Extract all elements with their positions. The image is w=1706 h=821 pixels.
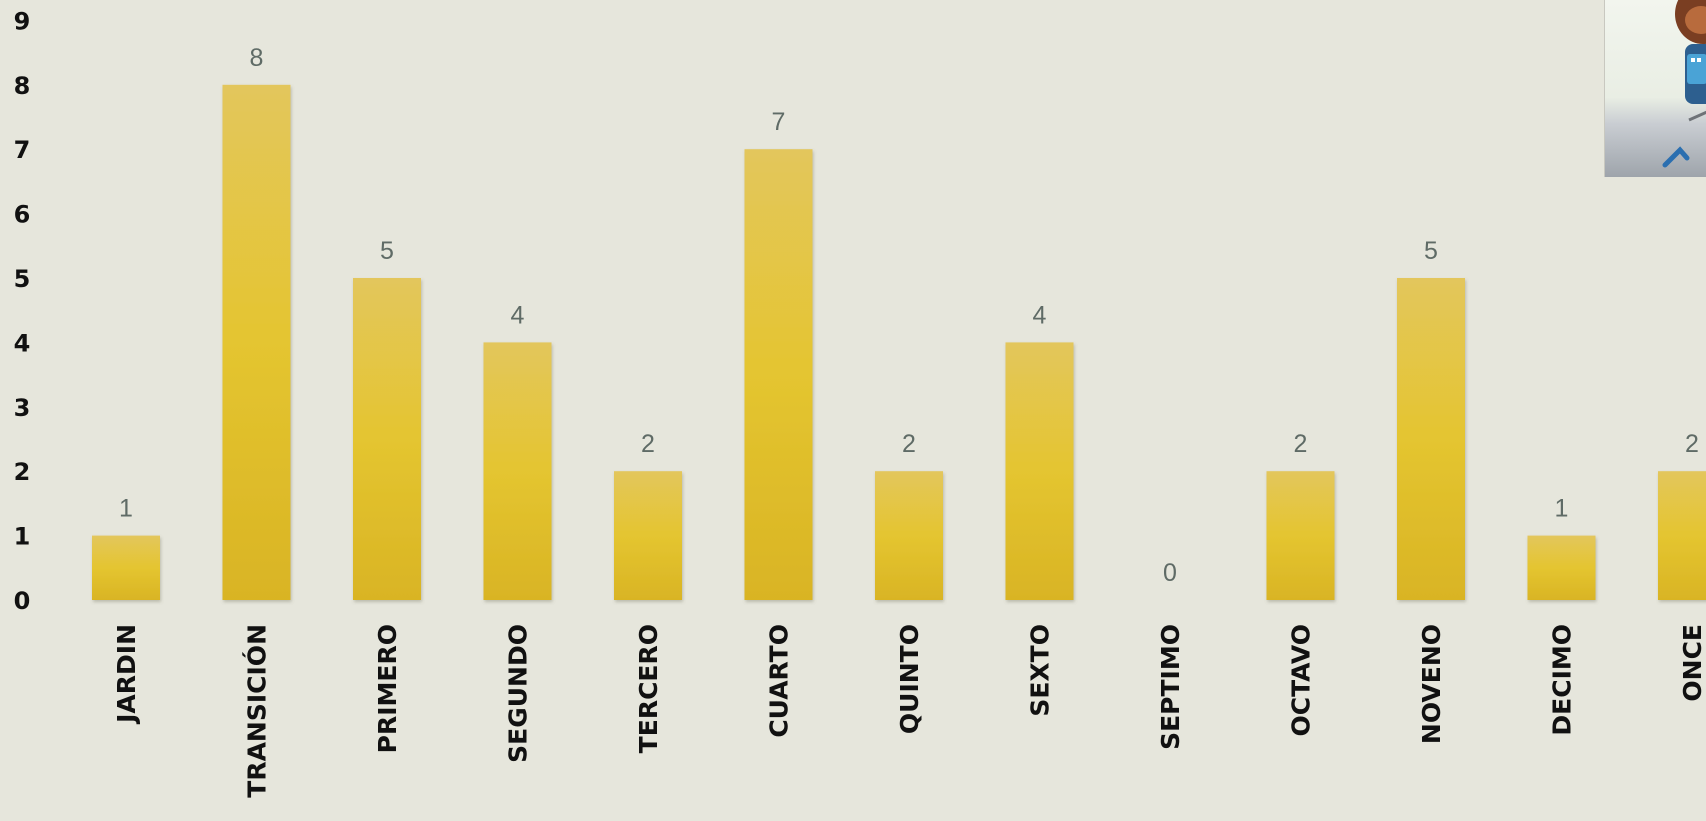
x-axis: JARDIN TRANSICIÓN PRIMERO SEGUNDO TERCERO CUA…	[112, 624, 1706, 798]
x-tick-label: SEGUNDO	[504, 624, 533, 763]
y-tick-label: 7	[14, 136, 31, 164]
y-tick-label: 8	[14, 72, 31, 100]
bar-cuarto	[744, 149, 813, 600]
bar-tercero	[614, 471, 682, 600]
bars	[92, 84, 1706, 601]
data-label: 7	[772, 108, 786, 136]
x-tick-label: TRANSICIÓN	[242, 624, 272, 798]
person-photo	[1604, 0, 1706, 177]
y-tick-label: 9	[14, 7, 31, 35]
bar-transición	[222, 84, 291, 601]
y-tick-label: 1	[14, 523, 31, 551]
x-tick-label: JARDIN	[112, 624, 141, 725]
y-tick-label: 0	[14, 587, 31, 615]
y-tick-label: 6	[14, 201, 31, 229]
data-label: 2	[1685, 430, 1699, 458]
x-tick-label: SEXTO	[1026, 624, 1055, 717]
data-label: 2	[902, 430, 916, 458]
bar-segundo	[483, 342, 552, 600]
y-tick-label: 5	[14, 265, 31, 293]
x-tick-label: SEPTIMO	[1156, 624, 1185, 750]
data-label: 4	[1033, 301, 1047, 329]
bar-primero	[353, 278, 421, 600]
x-tick-label: NOVENO	[1417, 624, 1446, 744]
x-tick-label: DECIMO	[1548, 624, 1577, 736]
bar-octavo	[1266, 471, 1335, 600]
data-label: 4	[511, 301, 525, 329]
bar-quinto	[875, 471, 943, 600]
bar-sexto	[1005, 342, 1074, 600]
x-tick-label: OCTAVO	[1287, 624, 1316, 737]
y-tick-label: 3	[14, 394, 31, 422]
bar-once	[1658, 471, 1706, 600]
bar-noveno	[1397, 278, 1465, 600]
x-tick-label: PRIMERO	[373, 624, 402, 753]
data-labels: 1 8 5 4 2 7 2 4 0 2 5 1 2	[119, 44, 1699, 587]
data-label: 5	[380, 237, 394, 265]
x-tick-label: TERCERO	[634, 624, 663, 753]
y-axis: 0 1 2 3 4 5 6 7 8 9	[14, 7, 31, 615]
y-tick-label: 4	[14, 329, 31, 357]
data-label: 2	[641, 430, 655, 458]
data-label: 5	[1424, 237, 1438, 265]
data-label: 2	[1294, 430, 1308, 458]
data-label: 8	[250, 44, 264, 72]
x-tick-label: ONCE	[1678, 624, 1706, 702]
x-tick-label: QUINTO	[895, 624, 924, 734]
bar-decimo	[1527, 535, 1596, 600]
data-label: 1	[1555, 495, 1569, 523]
y-tick-label: 2	[14, 458, 31, 486]
x-tick-label: CUARTO	[765, 624, 794, 738]
bar-jardin	[92, 535, 160, 600]
data-label: 0	[1163, 559, 1177, 587]
data-label: 1	[119, 495, 133, 523]
person-illustration-icon	[1662, 0, 1706, 168]
